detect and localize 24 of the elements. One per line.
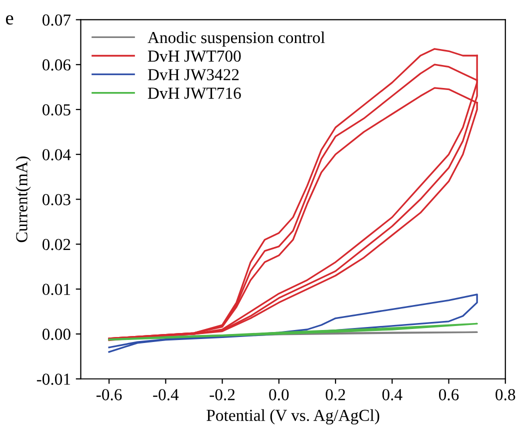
x-tick-label: 0.0 bbox=[269, 389, 289, 400]
legend-label: DvH JWT716 bbox=[148, 88, 241, 99]
legend-label: DvH JW3422 bbox=[148, 69, 239, 80]
legend-label: Anodic suspension control bbox=[148, 31, 325, 47]
y-tick-label: 0.01 bbox=[42, 284, 70, 296]
y-tick-label: 0.00 bbox=[42, 328, 70, 340]
y-tick-label: 0.07 bbox=[42, 14, 71, 26]
y-tick-label: 0.05 bbox=[42, 104, 70, 116]
x-axis-title: Potential (V vs. Ag/AgCl) bbox=[206, 409, 380, 424]
x-tick-label: 0.2 bbox=[326, 389, 346, 400]
x-tick-label: -0.4 bbox=[153, 389, 179, 400]
y-tick-label: 0.02 bbox=[42, 238, 70, 250]
y-tick-label: 0.03 bbox=[42, 194, 70, 206]
x-tick-label: -0.2 bbox=[210, 389, 235, 400]
x-tick-label: 0.6 bbox=[438, 389, 459, 400]
y-tick-label: 0.04 bbox=[42, 149, 71, 160]
text: e bbox=[6, 15, 14, 25]
y-tick-label: 0.06 bbox=[42, 59, 71, 71]
y-axis-title: Current(mA) bbox=[16, 156, 31, 242]
x-tick-label: -0.6 bbox=[96, 389, 122, 400]
legend-label: DvH JWT700 bbox=[148, 50, 241, 62]
y-tick-label: -0.01 bbox=[36, 374, 70, 385]
x-tick-label: 0.8 bbox=[496, 389, 516, 400]
x-tick-label: 0.4 bbox=[382, 389, 402, 400]
